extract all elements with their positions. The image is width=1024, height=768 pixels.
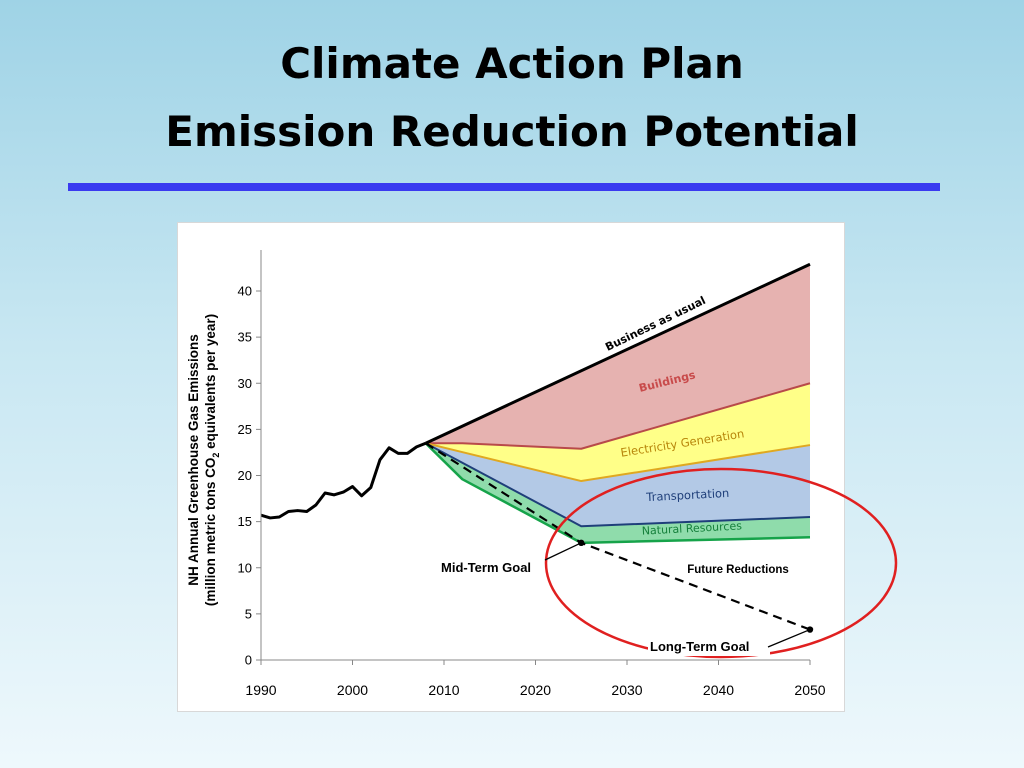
long-term-goal-leader [767, 628, 811, 648]
long-term-goal-point [806, 626, 814, 633]
slide-title-line-1: Climate Action Plan [280, 39, 744, 88]
title-rule [68, 183, 940, 191]
y-tick-label: 5 [245, 606, 252, 621]
long-term-goal-label-bg [648, 637, 770, 656]
mid-term-goal-point [578, 539, 585, 547]
business-as-usual-line [425, 262, 811, 445]
y-tick-label: 25 [238, 422, 252, 437]
y-tick-label: 40 [238, 284, 252, 299]
electricity-area [425, 383, 810, 482]
natural-resources-label: Natural Resources [641, 519, 742, 537]
y-tick-label: 20 [238, 468, 252, 483]
transportation-label: Transportation [645, 486, 730, 504]
historical-emissions-line [260, 441, 427, 520]
y-tick-label: 0 [245, 653, 252, 668]
slide-title-line-2: Emission Reduction Potential [165, 107, 859, 156]
goal-markers [544, 539, 814, 648]
future-reductions-circle [544, 467, 898, 659]
x-tick-label: 2000 [337, 682, 368, 698]
x-tick-label: 2020 [520, 682, 551, 698]
area-layers [425, 264, 810, 543]
y-axis-label-line-2: (million metric tons CO2 equivalents per… [203, 314, 221, 606]
x-tick-label: 2010 [428, 682, 459, 698]
x-tick-label: 2040 [703, 682, 734, 698]
y-tick-label: 15 [238, 514, 252, 529]
y-tick-label: 30 [238, 376, 252, 391]
transportation-line [425, 442, 811, 528]
y-tick-label: 10 [238, 560, 252, 575]
y-axis-label-line-1: NH Annual Greenhouse Gas Emissions [186, 334, 201, 586]
mid-term-goal-label: Mid-Term Goal [441, 560, 531, 575]
mid-term-goal-leader [544, 542, 582, 561]
buildings-line [425, 382, 811, 450]
transportation-area [425, 443, 810, 527]
tick-labels: 0 5 10 15 20 25 30 35 40 1990 2000 2010 2020 2030 2040… [238, 284, 826, 699]
long-term-goal-label: Long-Term Goal [650, 639, 749, 654]
x-tick-label: 2030 [611, 682, 642, 698]
natural-resources-line [424, 442, 811, 545]
future-reductions-label: Future Reductions [687, 564, 789, 576]
x-tick-label: 1990 [245, 682, 276, 698]
mid-term-goal-label-bg [436, 558, 544, 578]
y-tick-label: 35 [238, 330, 252, 345]
x-tick-label: 2050 [794, 682, 825, 698]
electricity-line [425, 442, 811, 483]
